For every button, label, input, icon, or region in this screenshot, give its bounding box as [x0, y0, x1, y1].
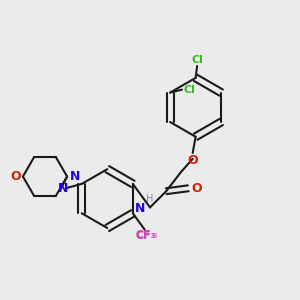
Text: CF: CF: [135, 231, 151, 241]
Text: N: N: [69, 170, 80, 183]
Text: CF₃: CF₃: [136, 230, 156, 240]
Text: O: O: [10, 170, 21, 183]
Text: N: N: [135, 202, 146, 215]
Text: H: H: [146, 194, 154, 204]
Text: Cl: Cl: [183, 85, 195, 94]
Text: O: O: [188, 154, 198, 167]
Text: N: N: [58, 182, 68, 195]
Text: $_3$: $_3$: [152, 231, 158, 241]
Text: Cl: Cl: [191, 55, 203, 64]
Text: O: O: [192, 182, 203, 195]
